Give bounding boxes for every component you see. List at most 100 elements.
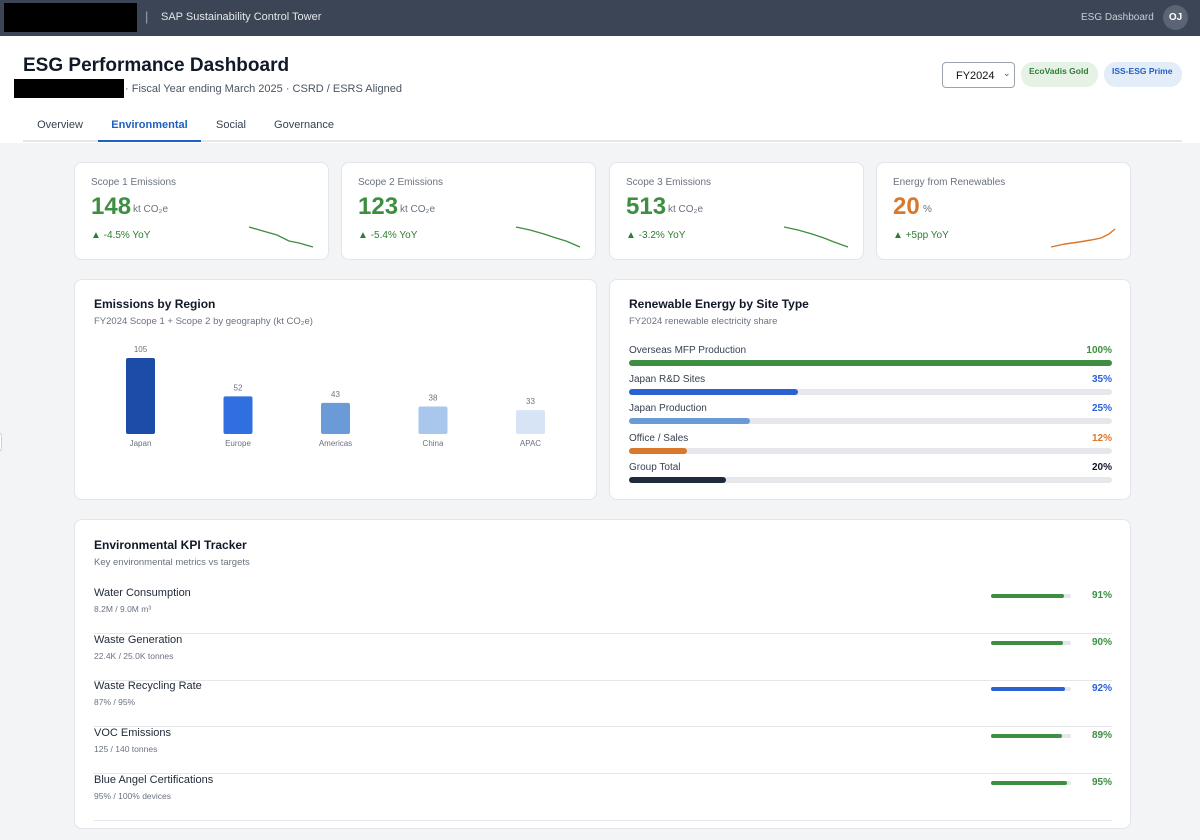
site-type-label: Japan Production	[629, 403, 707, 415]
progress-track	[629, 447, 1112, 454]
tab-bar: Overview Environmental Social Governance	[23, 104, 1182, 142]
category-label: Americas	[319, 439, 352, 448]
kpi-tracker-row: Water Consumption 8.2M / 9.0M m³ 91%	[94, 587, 1112, 634]
metric-percent: 95%	[1091, 776, 1112, 788]
metric-detail: 22.4K / 25.0K tonnes	[94, 650, 174, 661]
metric-name: Waste Generation	[94, 633, 183, 646]
kpi-label: Energy from Renewables	[893, 177, 1006, 188]
progress-track	[629, 418, 1112, 425]
renewable-row: Overseas MFP Production 100%	[629, 345, 1112, 373]
category-label: Europe	[225, 439, 251, 448]
bar-americas	[321, 402, 350, 434]
bar-value-label: 52	[234, 383, 243, 392]
bar-value-label: 105	[134, 345, 148, 354]
bar-value-label: 43	[331, 390, 340, 399]
progress-fill	[991, 780, 1067, 785]
kpi-card-scope1: Scope 1 Emissions 148 kt CO₂e ▲ -4.5% Yo…	[74, 162, 329, 260]
kpi-tracker-row: VOC Emissions 125 / 140 tonnes 89%	[94, 727, 1112, 775]
bar-value-label: 33	[526, 397, 535, 406]
renewable-percent: 12%	[1091, 432, 1112, 444]
kpi-value: 123	[358, 193, 399, 220]
kpi-delta: ▲ -3.2% YoY	[626, 230, 686, 241]
section-title: Renewable Energy by Site Type	[629, 297, 809, 311]
tab-social[interactable]: Social	[216, 119, 246, 131]
side-panel-handle[interactable]	[0, 432, 2, 452]
section-subtitle: FY2024 Scope 1 + Scope 2 by geography (k…	[94, 316, 313, 327]
metric-detail: 125 / 140 tonnes	[94, 744, 158, 755]
metric-percent: 90%	[1091, 636, 1112, 648]
progress-track	[991, 780, 1071, 785]
progress-fill	[991, 734, 1063, 739]
ecovadis-badge: EcoVadis Gold	[1021, 62, 1098, 87]
section-subtitle: FY2024 renewable electricity share	[629, 316, 778, 327]
metric-name: Waste Recycling Rate	[94, 680, 202, 693]
bar-value-label: 38	[429, 393, 438, 402]
renewable-percent: 25%	[1091, 403, 1112, 415]
metric-percent: 89%	[1091, 730, 1112, 742]
metric-name: Water Consumption	[94, 587, 191, 599]
renewable-percent: 20%	[1091, 461, 1112, 473]
bar-china	[418, 406, 448, 434]
site-type-label: Group Total	[629, 461, 681, 473]
company-name-redacted	[14, 79, 124, 98]
emissions-by-region-card: Emissions by Region FY2024 Scope 1 + Sco…	[74, 279, 597, 500]
page-header: ESG Performance Dashboard · Fiscal Year …	[0, 36, 1200, 143]
progress-track	[991, 640, 1071, 645]
progress-fill	[629, 476, 726, 483]
tab-overview[interactable]: Overview	[37, 119, 83, 131]
metric-detail: 87% / 95%	[94, 697, 136, 708]
category-label: China	[423, 439, 444, 448]
progress-track	[629, 476, 1112, 483]
metric-percent: 91%	[1091, 590, 1112, 601]
kpi-tracker-card: Environmental KPI Tracker Key environmen…	[74, 519, 1131, 829]
renewable-row: Group Total 20%	[629, 462, 1112, 490]
section-subtitle: Key environmental metrics vs targets	[94, 557, 250, 568]
progress-fill	[629, 418, 750, 425]
kpi-sparkline	[515, 226, 581, 248]
kpi-label: Scope 1 Emissions	[91, 177, 177, 188]
page-subtitle: · Fiscal Year ending March 2025 · CSRD /…	[125, 83, 402, 95]
tab-environmental[interactable]: Environmental	[98, 104, 201, 142]
kpi-delta: ▲ -5.4% YoY	[358, 230, 418, 241]
chevron-down-icon: ⌄	[1003, 68, 1011, 78]
kpi-unit: kt CO₂e	[133, 204, 168, 215]
progress-fill	[629, 360, 1112, 366]
kpi-tracker-row: Waste Recycling Rate 87% / 95% 92%	[94, 680, 1112, 728]
site-type-label: Overseas MFP Production	[629, 345, 747, 356]
kpi-card-scope2: Scope 2 Emissions 123 kt CO₂e ▲ -5.4% Yo…	[341, 162, 596, 260]
kpi-unit: kt CO₂e	[400, 204, 435, 215]
progress-fill	[991, 640, 1063, 645]
metric-detail: 95% / 100% devices	[94, 790, 172, 801]
progress-track	[991, 594, 1071, 598]
kpi-card-renewables: Energy from Renewables 20 % ▲ +5pp YoY	[876, 162, 1131, 260]
iss-esg-badge: ISS-ESG Prime	[1104, 62, 1182, 87]
progress-track	[629, 389, 1112, 396]
user-avatar[interactable]: OJ	[1163, 5, 1188, 30]
page-title: ESG Performance Dashboard	[23, 55, 290, 76]
renewable-row: Japan Production 25%	[629, 403, 1112, 431]
title-separator: |	[145, 9, 149, 24]
fiscal-year-select[interactable]: FY2024 ⌄	[942, 62, 1015, 88]
emissions-bar-chart: 105 Japan 52 Europe 43 Americas 38 China 33 APAC	[126, 345, 545, 448]
kpi-label: Scope 2 Emissions	[358, 177, 444, 188]
renewable-percent: 100%	[1086, 345, 1112, 356]
category-label: APAC	[520, 439, 541, 448]
progress-fill	[991, 687, 1065, 692]
metric-percent: 92%	[1091, 683, 1112, 695]
kpi-value: 148	[91, 193, 132, 220]
renewable-energy-card: Renewable Energy by Site Type FY2024 ren…	[609, 279, 1131, 500]
bar-apac	[516, 410, 545, 434]
site-type-label: Japan R&D Sites	[629, 374, 706, 386]
company-logo-redacted	[4, 3, 137, 32]
kpi-value: 513	[626, 193, 667, 220]
metric-detail: 8.2M / 9.0M m³	[94, 604, 152, 614]
kpi-sparkline	[1050, 228, 1116, 248]
esg-dashboard-link[interactable]: ESG Dashboard	[1081, 12, 1154, 23]
section-title: Emissions by Region	[94, 297, 216, 311]
kpi-tracker-row: Waste Generation 22.4K / 25.0K tonnes 90%	[94, 634, 1112, 681]
tab-governance[interactable]: Governance	[274, 119, 334, 131]
progress-track	[991, 687, 1071, 692]
progress-track	[991, 734, 1071, 739]
kpi-sparkline	[783, 226, 849, 248]
progress-fill	[629, 447, 687, 454]
